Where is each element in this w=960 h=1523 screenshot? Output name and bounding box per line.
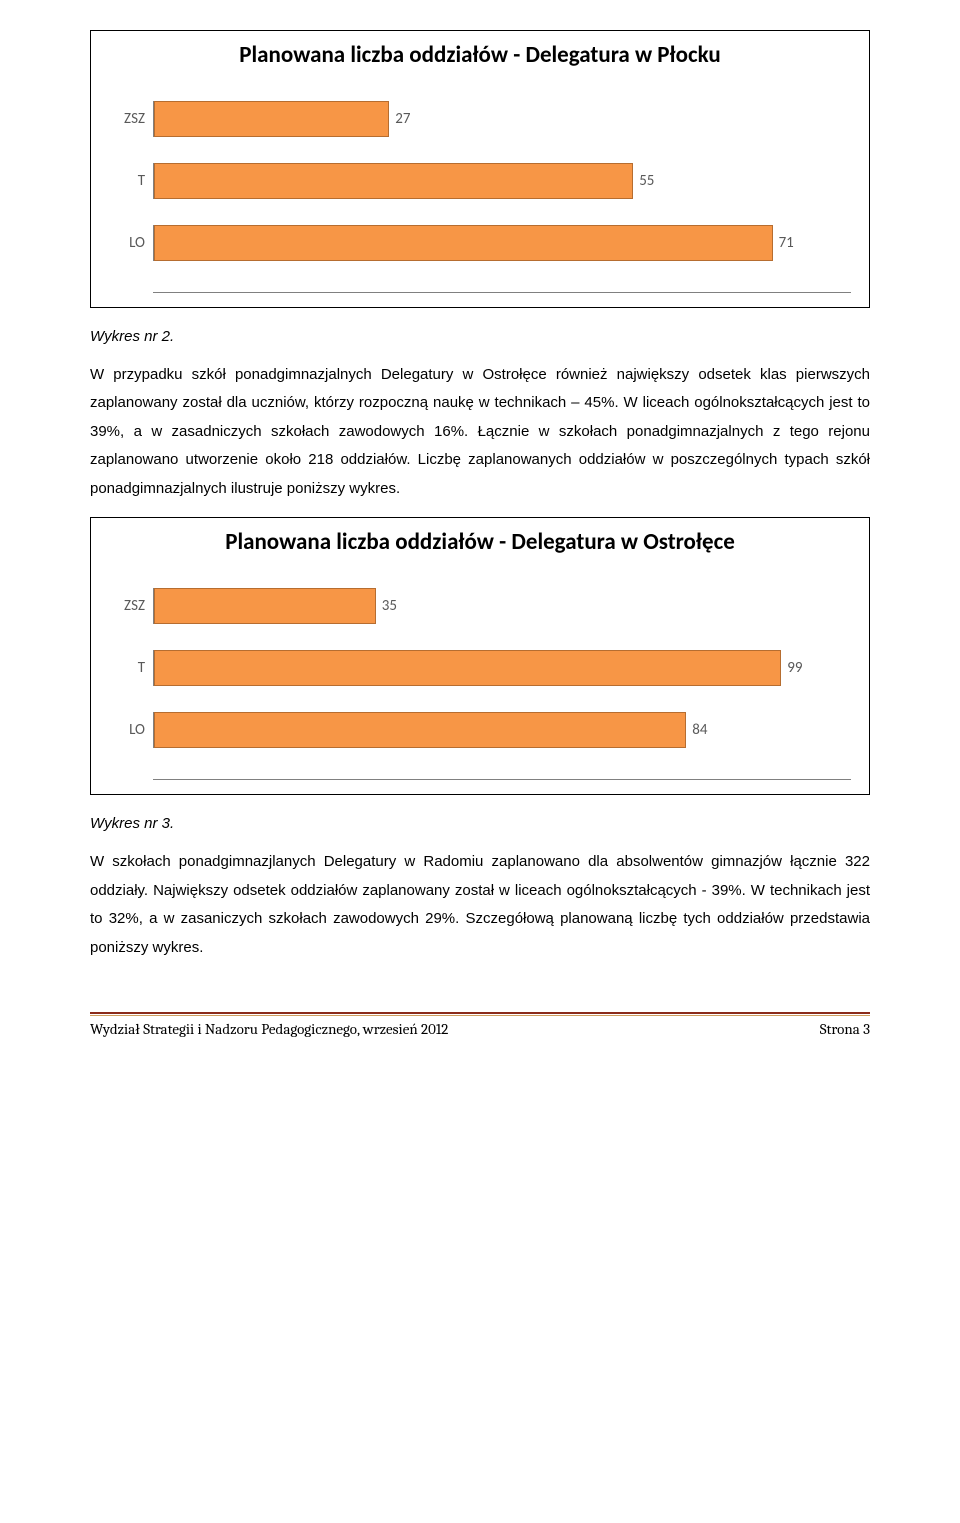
chart-plock: Planowana liczba oddziałów - Delegatura … [90,30,870,308]
bar [154,650,781,686]
bar-track: 35 [153,588,851,624]
bar-value-label: 71 [779,234,794,252]
bar-track: 84 [153,712,851,748]
body-paragraph: W przypadku szkół ponadgimnazjalnych Del… [90,361,870,504]
bar-value-label: 35 [382,597,397,615]
bar-category-label: ZSZ [109,110,153,128]
bar [154,225,773,261]
bar [154,101,389,137]
bar-row: LO 71 [109,225,851,261]
body-paragraph: W szkołach ponadgimnazjlanych Delegatury… [90,848,870,962]
bar-track: 27 [153,101,851,137]
bar-track: 71 [153,225,851,261]
chart-plot-area: ZSZ 27 T 55 LO 71 [109,101,851,301]
document-page: Planowana liczba oddziałów - Delegatura … [0,0,960,1068]
bar-row: ZSZ 27 [109,101,851,137]
bar-category-label: T [109,659,153,677]
footer-right: Strona 3 [820,1020,870,1038]
bar-value-label: 55 [639,172,654,190]
bar-row: ZSZ 35 [109,588,851,624]
bar [154,163,633,199]
bar-track: 55 [153,163,851,199]
bar-row: T 55 [109,163,851,199]
bar-value-label: 99 [787,659,802,677]
footer-left: Wydział Strategii i Nadzoru Pedagogiczne… [90,1020,448,1038]
bar [154,712,686,748]
bar-category-label: T [109,172,153,190]
chart-plot-area: ZSZ 35 T 99 LO 84 [109,588,851,788]
chart-ostroleka: Planowana liczba oddziałów - Delegatura … [90,517,870,795]
bar-row: LO 84 [109,712,851,748]
bar [154,588,376,624]
bar-value-label: 27 [395,110,410,128]
footer-rule [90,1012,870,1016]
chart-title: Planowana liczba oddziałów - Delegatura … [109,41,851,71]
bar-category-label: LO [109,234,153,252]
footer-row: Wydział Strategii i Nadzoru Pedagogiczne… [90,1020,870,1038]
bar-row: T 99 [109,650,851,686]
x-axis-line [153,292,851,293]
bar-category-label: ZSZ [109,597,153,615]
x-axis-line [153,779,851,780]
bar-track: 99 [153,650,851,686]
page-footer: Wydział Strategii i Nadzoru Pedagogiczne… [90,1012,870,1038]
bar-category-label: LO [109,721,153,739]
chart-caption: Wykres nr 2. [90,328,870,345]
chart-title: Planowana liczba oddziałów - Delegatura … [109,528,851,558]
chart-caption: Wykres nr 3. [90,815,870,832]
bar-value-label: 84 [692,721,707,739]
